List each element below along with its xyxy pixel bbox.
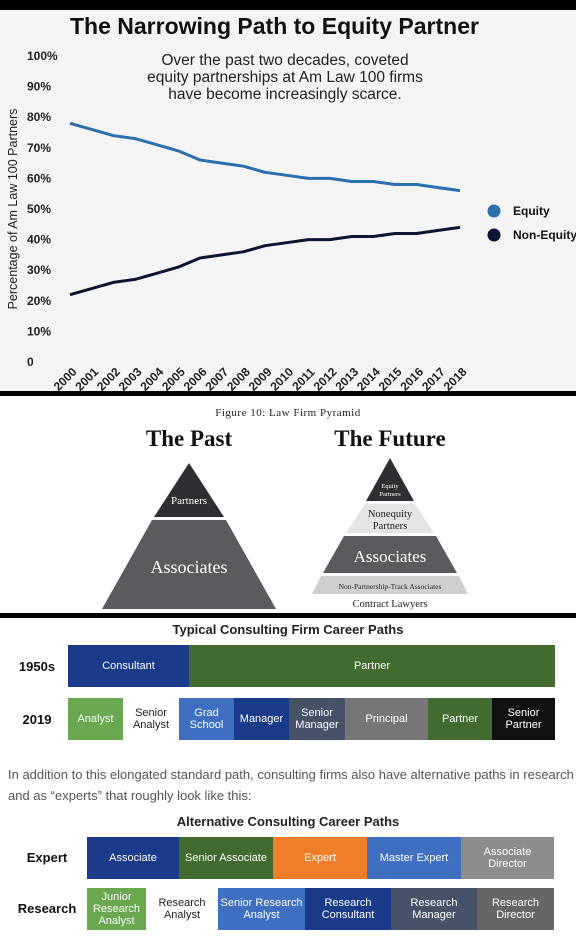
future-nonequity-label: Nonequity: [368, 509, 413, 520]
legend-label: Non-Equity: [513, 228, 576, 242]
y-tick-label: 50%: [27, 202, 51, 216]
y-tick-label: 40%: [27, 233, 51, 247]
future-contract-lawyers-label: Contract Lawyers: [353, 599, 428, 610]
intro-paragraph: In addition to this elongated standard p…: [8, 767, 574, 803]
future-nonequity-partners-label: Partners: [373, 521, 407, 532]
chart-subtitle-line-1: Over the past two decades, coveted: [161, 52, 408, 69]
equity-partner-chart-panel: The Narrowing Path to Equity Partner Ove…: [0, 0, 576, 396]
y-axis-ticks: 0 10% 20% 30% 40% 50% 60% 70% 80% 90% 100%: [27, 49, 58, 369]
legend-marker: [487, 228, 501, 242]
law-firm-pyramid-panel: Figure 10: Law Firm Pyramid The Past Par…: [0, 401, 576, 614]
future-non-partnership-track-tier: [312, 576, 468, 594]
alt-segment-junior-research-analyst: Junior Research Analyst: [87, 888, 146, 930]
alt-segment-research-director: Research Director: [477, 888, 554, 930]
figure-caption: Figure 10: Law Firm Pyramid: [215, 407, 361, 419]
panel-divider: [0, 613, 576, 618]
alt-segment-research-consultant: Research Consultant: [305, 888, 391, 930]
chart-title: The Narrowing Path to Equity Partner: [70, 13, 479, 39]
future-heading: The Future: [334, 426, 445, 451]
chart-subtitle-line-3: have become increasingly scarce.: [168, 86, 401, 103]
row-label-1950s: 1950s: [18, 659, 56, 674]
y-tick-label: 80%: [27, 110, 51, 124]
chart-subtitle-line-2: equity partnerships at Am Law 100 firms: [147, 69, 423, 86]
path-segment-senior-manager: Senior Manager: [289, 698, 345, 740]
past-heading: The Past: [146, 426, 233, 451]
path-segment-senior-partner: Senior Partner: [492, 698, 555, 740]
path-segment-analyst: Analyst: [68, 698, 123, 740]
path-segment-manager: Manager: [234, 698, 289, 740]
y-tick-label: 60%: [27, 171, 51, 185]
path-segment-partner: Partner: [189, 645, 555, 687]
alt-segment-research-analyst: Research Analyst: [146, 888, 218, 930]
y-tick-label: 70%: [27, 141, 51, 155]
future-nonequity-tier: [346, 504, 434, 533]
y-tick-label: 100%: [27, 49, 58, 63]
alt-segment-research-manager: Research Manager: [391, 888, 477, 930]
y-tick-label: 90%: [27, 80, 51, 94]
pyramid-diagram: Figure 10: Law Firm Pyramid The Past Par…: [102, 407, 468, 610]
alternative-paths-title: Alternative Consulting Career Paths: [176, 814, 400, 829]
y-tick-label: 0: [27, 355, 34, 369]
consulting-career-paths-panel: Typical Consulting Firm Career Paths 195…: [0, 618, 576, 936]
path-segment-grad-school: Grad School: [179, 698, 234, 740]
series-line-non-equity: [69, 225, 461, 297]
row-label-research: Research: [17, 901, 77, 916]
x-axis-ticks: 2000200120022003200420052006200720082009…: [51, 365, 470, 391]
alt-segment-senior-associate: Senior Associate: [179, 837, 273, 879]
future-non-partnership-track-label: Non-Partnership-Track Associates: [339, 582, 442, 591]
future-equity-partners-label: Partners: [379, 491, 401, 498]
series-lines: [69, 121, 461, 297]
future-equity-partners-tier: [366, 458, 414, 501]
row-label-expert: Expert: [26, 850, 68, 865]
past-partners-tier: [154, 463, 224, 517]
y-tick-label: 20%: [27, 294, 51, 308]
line-chart: The Narrowing Path to Equity Partner Ove…: [6, 13, 576, 391]
path-segment-consultant: Consultant: [68, 645, 189, 687]
x-tick-label: 2018: [441, 365, 470, 391]
past-associates-tier: [102, 520, 276, 609]
future-equity-label: Equity: [381, 483, 399, 490]
future-associates-label: Associates: [354, 547, 427, 566]
alt-segment-associate-director: Associate Director: [461, 837, 554, 879]
row-label-2019: 2019: [22, 712, 52, 727]
alt-segment-master-expert: Master Expert: [367, 837, 461, 879]
future-associates-tier: [323, 536, 457, 573]
alt-segment-associate: Associate: [87, 837, 179, 879]
series-line-equity: [69, 121, 461, 193]
legend-marker: [487, 204, 501, 218]
alt-segment-expert: Expert: [273, 837, 367, 879]
legend: Equity Non-Equity: [487, 204, 576, 242]
path-segment-partner-2019: Partner: [428, 698, 492, 740]
legend-label: Equity: [513, 204, 550, 218]
path-segment-principal: Principal: [345, 698, 428, 740]
past-partners-label: Partners: [171, 495, 207, 507]
y-axis-label: Percentage of Am Law 100 Partners: [6, 109, 20, 310]
y-tick-label: 30%: [27, 263, 51, 277]
y-tick-label: 10%: [27, 324, 51, 338]
path-segment-senior-analyst: Senior Analyst: [123, 698, 179, 740]
alt-segment-senior-research-analyst: Senior Research Analyst: [218, 888, 305, 930]
typical-paths-title: Typical Consulting Firm Career Paths: [172, 622, 404, 637]
past-associates-label: Associates: [151, 557, 228, 577]
